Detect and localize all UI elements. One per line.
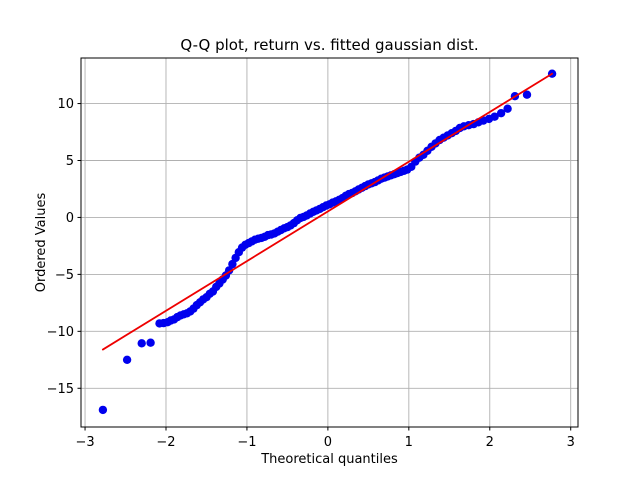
axes-frame — [80, 57, 579, 428]
y-tick-label: 0 — [66, 211, 74, 226]
fit-line — [101, 72, 553, 351]
x-tick-label: −3 — [75, 435, 94, 450]
y-tick-label: 10 — [57, 97, 74, 112]
data-point — [146, 338, 155, 347]
chart-title: Q-Q plot, return vs. fitted gaussian dis… — [180, 36, 478, 54]
x-tick-label: −2 — [156, 435, 175, 450]
data-point — [98, 405, 108, 415]
y-axis-label: Ordered Values — [34, 193, 49, 293]
data-point — [122, 355, 132, 364]
x-tick-label: 2 — [486, 435, 494, 450]
x-tick-label: 1 — [405, 435, 413, 450]
data-point — [490, 112, 499, 121]
x-tick-label: 0 — [324, 435, 332, 450]
x-tick-label: −1 — [237, 435, 256, 450]
x-axis-label: Theoretical quantiles — [260, 452, 398, 467]
y-tick-label: 5 — [66, 154, 74, 169]
x-tick-label: 3 — [567, 435, 575, 450]
data-point — [522, 90, 532, 99]
y-tick-label: −10 — [47, 325, 74, 340]
y-tick-label: −15 — [47, 382, 74, 397]
data-point — [503, 104, 512, 113]
data-point — [137, 339, 146, 348]
y-tick-label: −5 — [55, 268, 74, 283]
data-point — [228, 259, 237, 269]
data-point — [496, 109, 506, 118]
